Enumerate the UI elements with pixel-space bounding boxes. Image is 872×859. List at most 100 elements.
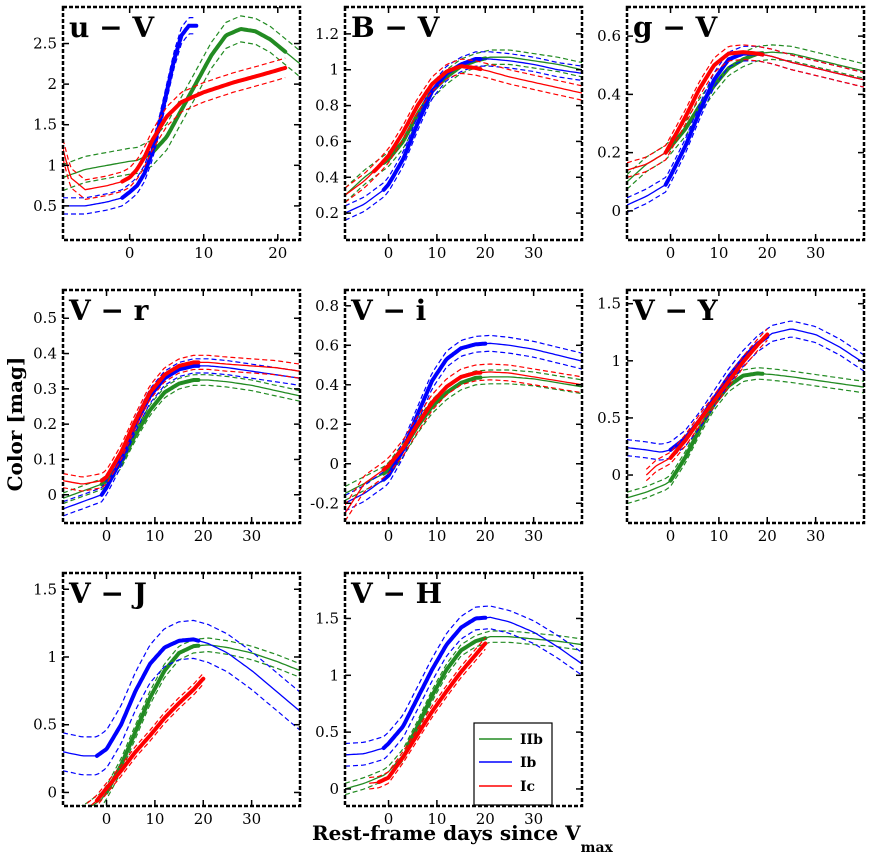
panel-b-v-ytick-label: 1.2 <box>315 25 339 43</box>
x-axis-title-main: Rest-frame days since V <box>312 821 581 845</box>
panel-u-v-ib-lower-bound-line <box>63 33 197 215</box>
panel-v-y-ic-upper-bound-line <box>645 328 768 470</box>
panel-v-y-xtick-label: 20 <box>758 527 777 545</box>
panel-v-i-ib-data-range-line <box>381 341 488 482</box>
panel-v-r-ticks: 0 10 20 30 0 0.1 0.2 0.3 0.4 0.5 <box>33 290 300 545</box>
panel-v-i-ytick-label: 0 <box>329 455 339 473</box>
panel-b-v-ytick-label: 1 <box>329 61 339 79</box>
panel-u-v-iib-lower-bound-line <box>63 41 300 192</box>
panel-v-h-xtick-label: 20 <box>476 810 495 828</box>
panel-u-v-ib-upper-bound-line <box>63 17 197 199</box>
legend-label-iib: IIb <box>520 732 543 748</box>
panel-b-v-ticks: 0 10 20 30 0.2 0.4 0.6 0.8 1 1.2 <box>315 7 582 262</box>
panel-b-v-title: B − V <box>351 11 441 44</box>
panel-v-i-ic-lower-bound-line <box>345 379 582 522</box>
panel-u-v-ytick-label: 0.5 <box>33 197 57 215</box>
panel-v-i: 0 10 20 30 -0.2 0 0.2 0.4 0.6 0.8 V − i <box>310 288 584 545</box>
panel-v-r-ytick-label: 0.3 <box>33 380 57 398</box>
panel-u-v: 0 10 20 0.5 1 1.5 2 2.5 u − V <box>33 5 302 262</box>
panel-v-j-iib-upper-bound-line <box>80 637 300 806</box>
panel-v-h-ic-data-range-line <box>376 641 488 785</box>
panel-v-i-xtick-label: 10 <box>427 527 446 545</box>
panel-v-h-iib-data-range-line <box>405 636 488 748</box>
panel-u-v-ytick-label: 1 <box>47 156 57 174</box>
panel-v-y-ic-data-range-line <box>668 332 770 460</box>
panel-v-j-xtick-label: 10 <box>145 810 164 828</box>
panel-b-v-ib-data-range-line <box>381 57 483 192</box>
panel-v-j-title: V − J <box>68 577 147 610</box>
panel-v-j-xtick-label: 0 <box>102 810 112 828</box>
panel-v-i-ytick-label: 0.8 <box>315 297 339 315</box>
panel-b-v-ytick-label: 0.4 <box>315 168 339 186</box>
panel-v-j-iib-mean-line <box>90 644 300 806</box>
panel-v-h-ytick-label: 1.5 <box>315 609 339 627</box>
panel-v-r-xtick-label: 30 <box>242 527 261 545</box>
legend-label-ib: Ib <box>520 755 537 771</box>
panel-b-v: 0 10 20 30 0.2 0.4 0.6 0.8 1 1.2 B − V <box>315 5 584 262</box>
panel-v-h-ytick-label: 0 <box>329 780 339 798</box>
panel-v-j-xtick-label: 30 <box>242 810 261 828</box>
panel-b-v-xtick-label: 20 <box>476 244 495 262</box>
panel-v-r-title: V − r <box>68 294 150 327</box>
panel-g-v-ytick-label: 0 <box>611 202 621 220</box>
panel-v-j-xtick-label: 20 <box>194 810 213 828</box>
panel-u-v-iib-data-range-line <box>142 26 288 159</box>
panel-v-r-frame <box>61 288 302 525</box>
panel-v-r-ic-lower-bound-line <box>63 368 300 492</box>
panel-u-v-ytick-label: 2 <box>47 75 57 93</box>
panel-g-v-series <box>627 44 864 213</box>
panel-v-j: 0 10 20 30 0 0.5 1 1.5 V − J <box>33 571 302 828</box>
panel-u-v-xtick-label: 0 <box>125 244 135 262</box>
panel-b-v-ic-upper-bound-line <box>345 58 582 189</box>
panel-u-v-iib-upper-bound-line <box>63 15 300 166</box>
panel-u-v-frame <box>61 5 302 242</box>
panel-u-v-ib-data-range-line <box>120 23 199 200</box>
panel-v-r-ytick-label: 0.2 <box>33 415 57 433</box>
panel-v-y-ytick-label: 0.5 <box>597 409 621 427</box>
panel-b-v-ib-mean-line <box>345 58 582 214</box>
panel-u-v-series <box>63 15 300 215</box>
panel-v-r-ic-upper-bound-line <box>63 354 300 478</box>
panel-b-v-ic-data-range-line <box>372 64 483 174</box>
panel-v-y-iib-lower-bound-line <box>627 378 864 505</box>
panel-v-j-ic-lower-bound-line <box>95 683 204 806</box>
panel-b-v-series <box>345 49 582 221</box>
panel-v-r-ib-lower-bound-line <box>63 372 300 517</box>
panel-v-i-xtick-label: 30 <box>524 527 543 545</box>
panel-v-i-ib-mean-line <box>345 342 582 504</box>
panel-v-r-ytick-label: 0.1 <box>33 450 57 468</box>
panel-b-v-xtick-label: 0 <box>384 244 394 262</box>
panel-v-h-xtick-label: 30 <box>524 810 543 828</box>
panel-g-v-ib-lower-bound-line <box>627 60 864 213</box>
panel-v-r: 0 10 20 30 0 0.1 0.2 0.3 0.4 0.5 V − r <box>33 288 302 545</box>
panel-v-j-iib-lower-bound-line <box>100 650 300 806</box>
panel-b-v-ib-lower-bound-line <box>345 65 582 221</box>
x-axis-title-subscript: max <box>581 840 614 856</box>
panel-v-y-ticks: 0 10 20 30 0 0.5 1 1.5 <box>597 290 864 545</box>
panel-v-i-ytick-label: 0.6 <box>315 336 339 354</box>
panel-v-r-ic-data-range-line <box>99 360 201 483</box>
panel-v-r-series <box>63 354 300 517</box>
panel-v-h-ib-data-range-line <box>381 615 488 750</box>
x-axis-title: Rest-frame days since Vmax <box>312 821 614 856</box>
panel-v-h-ic-lower-bound-line <box>369 648 486 790</box>
panel-v-h-frame <box>343 571 584 808</box>
panel-b-v-ic-lower-bound-line <box>345 72 582 203</box>
panel-v-h-series <box>345 605 582 796</box>
panel-b-v-ytick-label: 0.2 <box>315 204 339 222</box>
panel-v-y-xtick-label: 10 <box>709 527 728 545</box>
panel-v-y-ytick-label: 1 <box>611 352 621 370</box>
panel-v-h-title: V − H <box>350 577 442 610</box>
panel-v-j-ticks: 0 10 20 30 0 0.5 1 1.5 <box>33 573 300 828</box>
panel-v-y-ib-upper-bound-line <box>627 320 864 445</box>
panel-b-v-xtick-label: 10 <box>427 244 446 262</box>
panel-g-v-title: g − V <box>633 11 719 44</box>
panel-v-h-ib-upper-bound-line <box>345 605 582 745</box>
panel-u-v-ic-mean-line <box>63 67 286 191</box>
panel-v-h-ic-upper-bound-line <box>369 637 486 779</box>
panel-v-i-iib-upper-bound-line <box>345 369 582 488</box>
panel-v-h-xtick-label: 10 <box>427 810 446 828</box>
panel-v-j-frame <box>61 571 302 808</box>
panel-v-r-ib-upper-bound-line <box>63 358 300 503</box>
